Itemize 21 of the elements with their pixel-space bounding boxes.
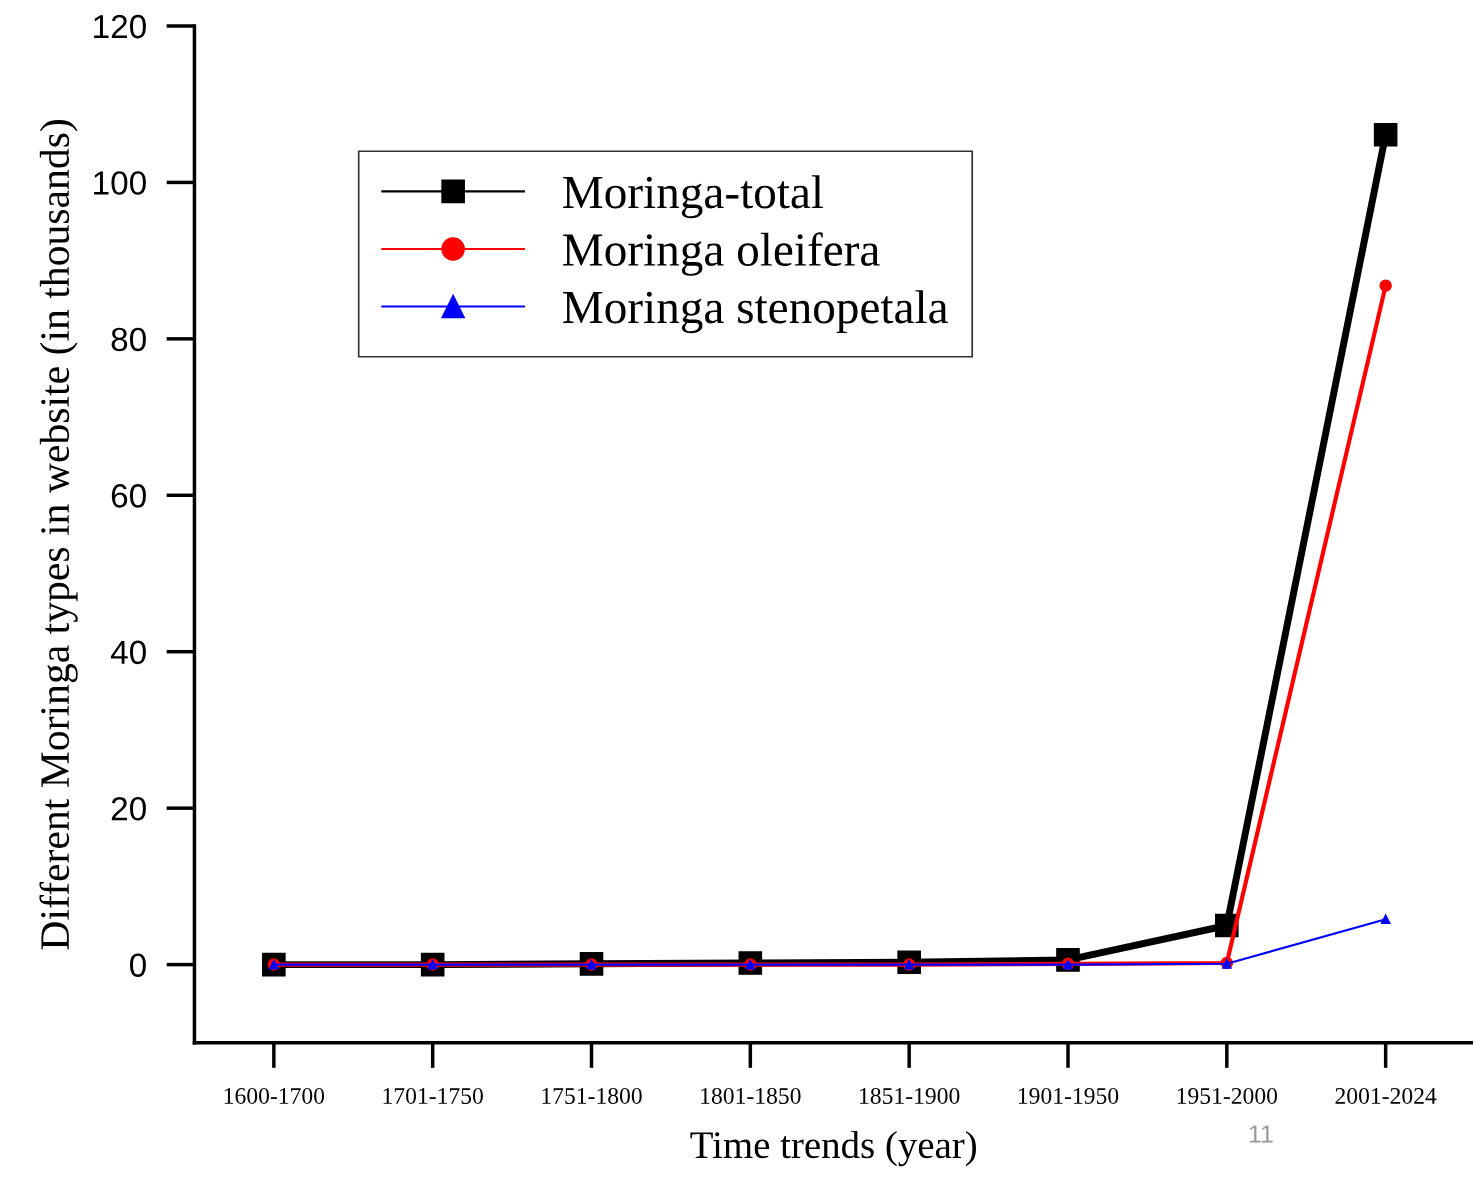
x-tick-label: 1951-2000 [1177,1087,1278,1104]
y-tick-label: 80 [111,327,146,352]
x-tick-label: 2001-2024 [1335,1087,1437,1104]
y-tick-label: 100 [94,171,146,195]
x-tick-label: 1751-1800 [542,1087,642,1104]
x-tick-label: 1851-1900 [860,1087,960,1104]
y-tick-label: 120 [94,14,146,39]
text: 11 [1249,1125,1273,1143]
legend-label: Moringa oleifera [563,232,880,276]
x-tick-label: 1901-1950 [1018,1087,1119,1104]
legend-label: Moringa-total [563,175,824,219]
y-tick-label: 40 [110,640,146,665]
y-tick-label: 60 [111,484,146,508]
x-tick-label: 1801-1850 [701,1087,801,1104]
y-tick-label: 20 [111,796,146,821]
x-tick-label: 1701-1750 [383,1087,483,1104]
x-tick-label: 1600-1700 [224,1087,325,1104]
y-axis-title: Different Moringa types in website (in thousands) [39,120,78,950]
x-axis-title: Time trends (year) [690,1130,977,1167]
legend-label: Moringa stenopetala [563,290,948,334]
y-tick-label: 0 [129,953,146,978]
